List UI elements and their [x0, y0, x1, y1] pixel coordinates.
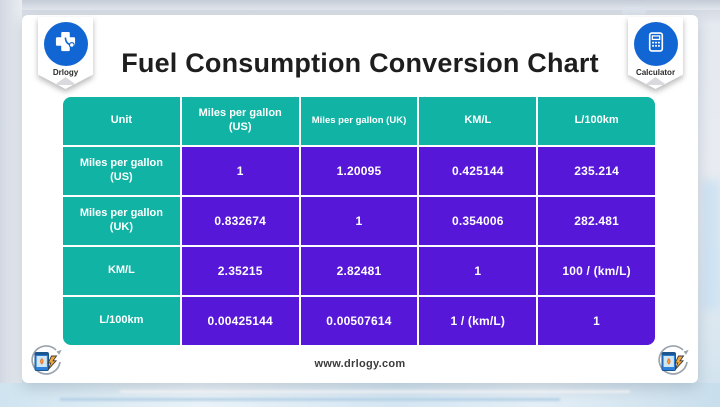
fuel-conversion-table: Unit Miles per gallon (US) Miles per gal…: [63, 97, 655, 345]
table-cell: 1: [300, 197, 418, 245]
row-label: Miles per gallon (US): [63, 147, 180, 195]
calculator-icon-circle: [633, 22, 678, 66]
drlogy-logo-icon: [52, 28, 79, 60]
background-decor-streak: [120, 390, 630, 393]
background-decor-top-strip: [0, 0, 720, 10]
page-title: Fuel Consumption Conversion Chart: [121, 48, 599, 78]
column-header-mpg-us: Miles per gallon (US): [181, 97, 299, 145]
background-decor-bottom: [0, 383, 720, 407]
ribbon-notch: [54, 77, 77, 85]
background-decor-right-blob: [702, 180, 720, 310]
table-cell: 235.214: [538, 147, 655, 195]
table-cell: 1.20095: [300, 147, 418, 195]
table-cell: 1 / (km/L): [419, 297, 537, 345]
calculator-icon: [643, 29, 669, 60]
ribbon-notch: [644, 77, 667, 85]
background-decor-streak: [60, 398, 560, 401]
calculator-badge: Calculator: [628, 17, 683, 89]
column-header-l100km: L/100km: [538, 97, 655, 145]
table-cell: 0.00425144: [181, 297, 299, 345]
fuel-pump-recycle-icon: [652, 341, 692, 381]
table-cell: 1: [538, 297, 655, 345]
drlogy-logo-circle: [43, 22, 88, 66]
row-label: KM/L: [63, 247, 180, 295]
table-cell: 100 / (km/L): [538, 247, 655, 295]
table-cell: 0.354006: [419, 197, 537, 245]
column-header-mpg-uk: Miles per gallon (UK): [300, 97, 418, 145]
background-decor-left-band: [0, 0, 22, 407]
drlogy-brand-badge: Drlogy: [38, 17, 93, 89]
table-cell: 2.35215: [181, 247, 299, 295]
row-label: Miles per gallon (UK): [63, 197, 180, 245]
table-cell: 1: [419, 247, 537, 295]
table-cell: 0.832674: [181, 197, 299, 245]
column-header-kml: KM/L: [419, 97, 537, 145]
website-url: www.drlogy.com: [314, 358, 406, 370]
table-cell: 0.00507614: [300, 297, 418, 345]
badge-label: Drlogy: [52, 68, 79, 77]
badge-label: Calculator: [635, 68, 676, 77]
column-header-unit: Unit: [63, 97, 180, 145]
table-cell: 0.425144: [419, 147, 537, 195]
fuel-pump-recycle-icon: [25, 341, 65, 381]
table-cell: 1: [181, 147, 299, 195]
table-cell: 2.82481: [300, 247, 418, 295]
row-label: L/100km: [63, 297, 180, 345]
background-decor-tab: [622, 7, 646, 15]
infographic-card: Drlogy Calculator Fuel Consumption Conve…: [22, 15, 698, 383]
table-cell: 282.481: [538, 197, 655, 245]
